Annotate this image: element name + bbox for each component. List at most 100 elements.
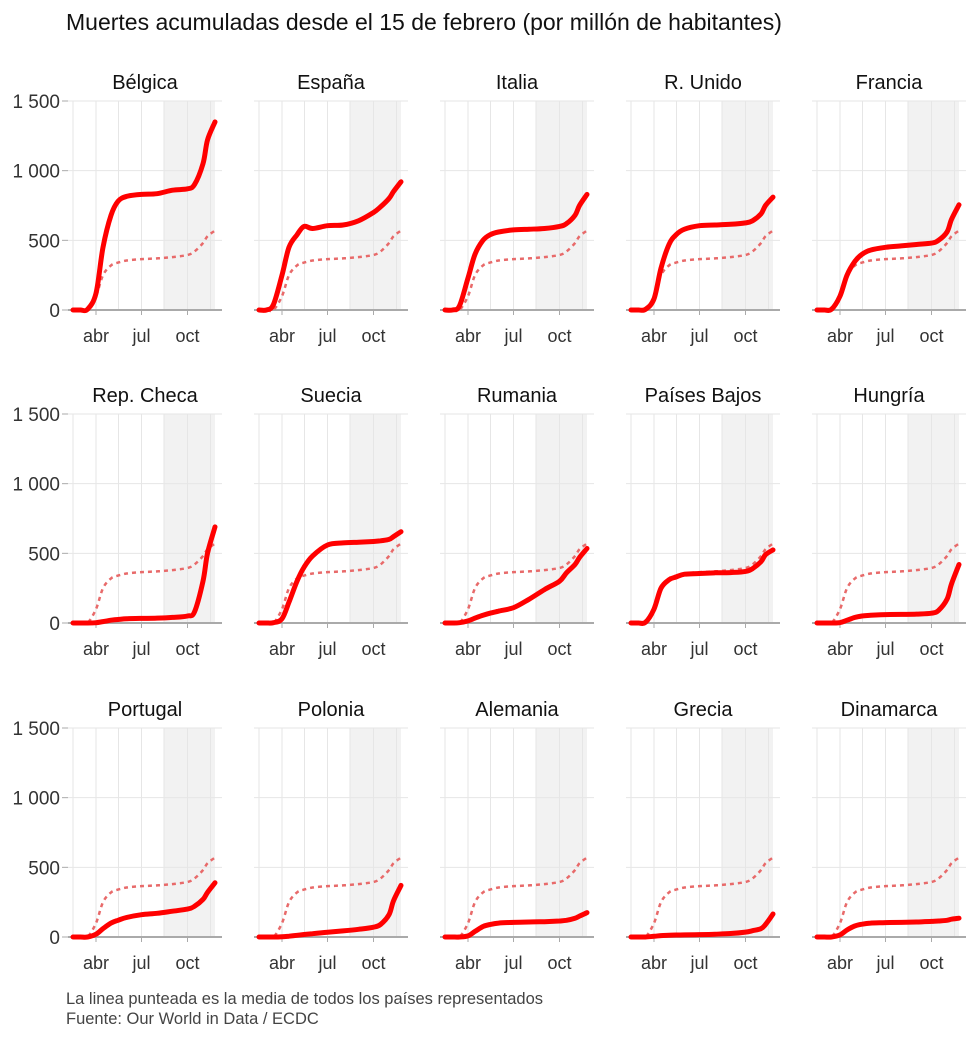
y-tick-label: 500: [28, 544, 60, 565]
panel-r-unido: abr jul oct R. Unido: [626, 72, 780, 346]
x-tick-label: oct: [175, 326, 199, 346]
country-line: [256, 179, 404, 313]
mean-line: [631, 856, 774, 940]
panel-title: Alemania: [475, 699, 559, 721]
country-line: [442, 191, 590, 313]
x-tick-label: abr: [269, 326, 295, 346]
panel-title: Italia: [496, 72, 539, 94]
shaded-period: [164, 728, 215, 937]
y-tick-label: 1 000: [12, 162, 60, 183]
panel-title: Francia: [856, 72, 924, 94]
x-tick-label: abr: [641, 639, 667, 659]
x-tick-label: jul: [875, 639, 894, 659]
panel-españa: abr jul oct España: [254, 72, 408, 346]
x-tick-label: oct: [733, 639, 757, 659]
x-tick-label: jul: [131, 639, 150, 659]
x-tick-label: jul: [131, 326, 150, 346]
x-tick-label: abr: [641, 326, 667, 346]
country-line: [442, 910, 590, 940]
panel-italia: abr jul oct Italia: [440, 72, 594, 346]
shaded-period: [164, 101, 215, 310]
panel-rumania: abr jul oct Rumania: [440, 385, 594, 659]
x-tick-label: jul: [317, 639, 336, 659]
mean-line: [816, 542, 960, 626]
footnote: La linea punteada es la media de todos l…: [66, 990, 543, 1008]
panel-title: Suecia: [300, 385, 362, 407]
x-tick-label: jul: [317, 326, 336, 346]
panel-title: Hungría: [853, 385, 925, 407]
x-tick-label: abr: [269, 639, 295, 659]
x-tick-label: jul: [689, 326, 708, 346]
x-tick-label: oct: [733, 953, 757, 973]
y-tick-label: 500: [28, 231, 60, 252]
country-line: [70, 119, 218, 314]
panel-dinamarca: abr jul oct Dinamarca: [812, 699, 966, 973]
country-line: [628, 194, 776, 313]
x-tick-label: oct: [361, 953, 385, 973]
shaded-period: [536, 728, 587, 937]
panel-title: Polonia: [298, 699, 366, 721]
panel-bélgica: abr jul oct 0 500 1 000 1 500 Bélgica: [12, 72, 222, 346]
x-tick-label: abr: [83, 639, 109, 659]
country-line: [814, 562, 962, 626]
country-line: [628, 547, 776, 627]
panel-title: Grecia: [674, 699, 734, 721]
shaded-period: [164, 414, 215, 623]
x-tick-label: jul: [689, 953, 708, 973]
panel-title: Portugal: [108, 699, 183, 721]
x-tick-label: oct: [919, 639, 943, 659]
mean-line: [631, 229, 774, 313]
x-tick-label: abr: [269, 953, 295, 973]
panel-polonia: abr jul oct Polonia: [254, 699, 408, 973]
x-tick-label: oct: [547, 953, 571, 973]
x-tick-label: abr: [641, 953, 667, 973]
mean-line: [445, 856, 588, 940]
x-tick-label: jul: [875, 953, 894, 973]
x-tick-label: oct: [175, 639, 199, 659]
x-tick-label: jul: [689, 639, 708, 659]
x-tick-label: oct: [361, 639, 385, 659]
shaded-period: [908, 101, 959, 310]
mean-line: [258, 542, 402, 626]
x-tick-label: oct: [361, 326, 385, 346]
x-tick-label: oct: [733, 326, 757, 346]
x-tick-label: oct: [547, 639, 571, 659]
panel-rep-checa: abr jul oct 0 500 1 000 1 500 Rep. Checa: [12, 385, 222, 659]
country-line: [814, 915, 962, 940]
panel-title: Bélgica: [112, 72, 178, 94]
panel-title: Rumania: [477, 385, 558, 407]
x-tick-label: jul: [503, 639, 522, 659]
x-tick-label: jul: [131, 953, 150, 973]
x-tick-label: oct: [547, 326, 571, 346]
shaded-period: [722, 728, 773, 937]
x-tick-label: abr: [827, 639, 853, 659]
y-tick-label: 0: [49, 928, 60, 949]
x-tick-label: abr: [455, 326, 481, 346]
shaded-period: [350, 414, 401, 623]
y-tick-label: 1 500: [12, 405, 60, 426]
panel-title: Rep. Checa: [92, 385, 198, 407]
y-tick-label: 0: [49, 301, 60, 322]
shaded-period: [908, 728, 959, 937]
panel-portugal: abr jul oct 0 500 1 000 1 500 Portugal: [12, 699, 222, 973]
mean-line: [259, 856, 402, 940]
country-line: [442, 546, 590, 626]
panel-grecia: abr jul oct Grecia: [626, 699, 780, 973]
panel-title: España: [297, 72, 366, 94]
mean-line: [73, 229, 216, 313]
mean-line: [817, 856, 960, 940]
y-tick-label: 1 000: [12, 789, 60, 810]
mean-line: [444, 542, 588, 626]
x-tick-label: abr: [827, 326, 853, 346]
panel-title: R. Unido: [664, 72, 742, 94]
chart-title: Muertes acumuladas desde el 15 de febrer…: [66, 9, 782, 35]
x-tick-label: jul: [317, 953, 336, 973]
country-line: [814, 202, 962, 314]
panel-hungría: abr jul oct Hungría: [812, 385, 966, 659]
mean-line: [445, 229, 588, 313]
country-line: [256, 882, 404, 940]
y-tick-label: 1 500: [12, 719, 60, 740]
shaded-period: [722, 414, 773, 623]
panel-alemania: abr jul oct Alemania: [440, 699, 594, 973]
